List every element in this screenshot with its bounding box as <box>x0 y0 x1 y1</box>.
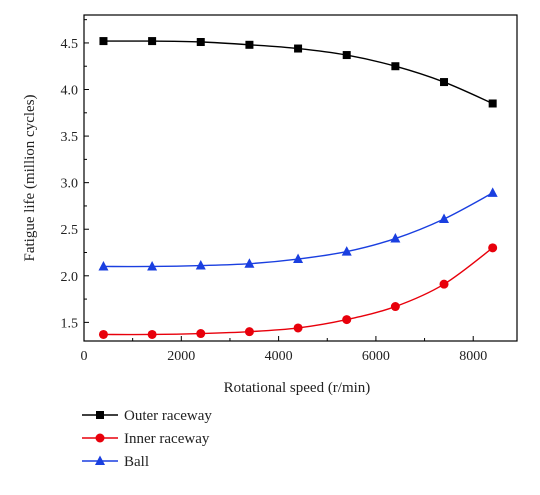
data-point-inner-raceway <box>390 302 400 312</box>
data-point-inner-raceway <box>98 329 108 339</box>
data-point-outer-raceway <box>148 37 157 46</box>
y-tick-label: 3.0 <box>61 177 79 192</box>
data-point-outer-raceway <box>342 51 351 60</box>
y-tick-label: 2.0 <box>61 270 79 285</box>
x-axis-title: Rotational speed (r/min) <box>224 380 371 396</box>
x-tick-label: 0 <box>81 349 88 364</box>
y-tick-label: 4.5 <box>61 37 79 52</box>
data-point-ball <box>244 258 255 268</box>
plot-border <box>83 14 518 342</box>
plot-frame <box>83 14 518 342</box>
data-point-ball <box>98 260 109 271</box>
data-point-ball <box>439 213 450 223</box>
series-ball <box>98 187 498 271</box>
data-point-outer-raceway <box>294 44 303 53</box>
legend: Outer raceway Inner raceway Ball <box>82 408 212 470</box>
y-axis-title: Fatigue life (million cycles) <box>22 94 38 261</box>
data-point-ball <box>195 260 206 270</box>
y-tick-label: 2.5 <box>61 223 79 238</box>
legend-marker <box>95 455 105 465</box>
y-axis-ticks: 1.5 2.0 2.5 3.0 3.5 4.0 4.5 <box>61 19 89 331</box>
legend-item-inner-raceway: Inner raceway <box>82 431 210 447</box>
data-point-inner-raceway <box>293 323 303 333</box>
data-point-ball <box>341 246 352 256</box>
data-point-inner-raceway <box>342 315 352 325</box>
data-point-outer-raceway <box>440 78 449 87</box>
legend-item-outer-raceway: Outer raceway <box>82 408 212 424</box>
x-tick-label: 6000 <box>362 349 390 364</box>
data-point-outer-raceway <box>245 40 254 49</box>
data-point-inner-raceway <box>147 329 157 339</box>
series-layer <box>98 37 498 339</box>
y-tick-label: 4.0 <box>61 84 79 99</box>
data-point-inner-raceway <box>244 327 254 337</box>
x-tick-label: 2000 <box>167 349 195 364</box>
x-tick-label: 4000 <box>265 349 293 364</box>
data-point-outer-raceway <box>391 62 400 71</box>
data-point-outer-raceway <box>196 38 205 47</box>
data-point-outer-raceway <box>488 99 497 108</box>
data-point-outer-raceway <box>99 37 108 46</box>
data-point-ball <box>293 253 304 264</box>
legend-label: Inner raceway <box>124 431 210 447</box>
legend-marker <box>95 433 105 443</box>
series-inner-raceway <box>98 243 498 339</box>
data-point-inner-raceway <box>196 329 206 339</box>
y-tick-label: 3.5 <box>61 130 79 145</box>
x-tick-label: 8000 <box>459 349 487 364</box>
legend-label: Ball <box>124 454 149 470</box>
data-point-ball <box>147 260 158 271</box>
data-point-ball <box>390 233 401 243</box>
data-point-ball <box>487 187 498 197</box>
legend-marker <box>96 411 104 419</box>
x-axis-ticks: 0 2000 4000 6000 8000 <box>81 336 487 364</box>
data-point-inner-raceway <box>439 279 449 289</box>
legend-item-ball: Ball <box>82 454 149 470</box>
y-tick-label: 1.5 <box>61 316 79 331</box>
series-outer-raceway <box>99 37 497 108</box>
data-point-inner-raceway <box>488 243 498 253</box>
legend-label: Outer raceway <box>124 408 212 424</box>
